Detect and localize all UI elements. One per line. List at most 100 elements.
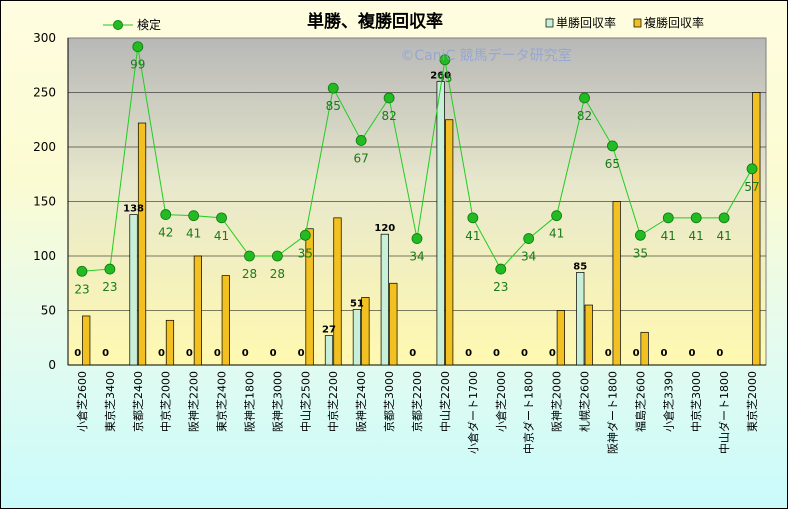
line-point-22 <box>690 212 702 224</box>
x-tick-label-23: 中山ダート1800 <box>717 371 731 454</box>
bar-win-label-0: 0 <box>74 348 81 359</box>
bar-win-label-4: 0 <box>186 348 193 359</box>
x-tick-label-24: 東京芝2000 <box>745 371 759 432</box>
bar-place-10 <box>361 297 370 366</box>
line-point-23 <box>718 212 730 224</box>
line-point-3 <box>160 209 172 220</box>
x-tick-label-10: 阪神芝2400 <box>354 371 368 432</box>
legend-place-label: 複勝回収率 <box>644 15 704 30</box>
bar-win-13 <box>436 81 445 366</box>
bar-win-label-7: 0 <box>270 348 277 359</box>
line-label-9: 85 <box>326 99 341 113</box>
chart-title: 単勝、複勝回収率 <box>307 11 443 32</box>
line-point-10 <box>355 135 367 146</box>
bar-place-19 <box>612 201 621 366</box>
line-label-7: 28 <box>270 267 285 281</box>
bars: 0 0 138 0 0 0 0 0 0 27 51 120 0 260 0 0 0 0 85 0 0 0 0 0 <box>74 71 761 366</box>
line-label-17: 41 <box>549 227 564 241</box>
bar-win-label-1: 0 <box>102 348 109 359</box>
bar-win-label-8: 0 <box>298 348 305 359</box>
line-point-9 <box>327 82 339 94</box>
x-tick-label-9: 中京芝2200 <box>326 371 340 432</box>
line-label-18: 82 <box>577 109 592 123</box>
line-point-2 <box>132 41 144 53</box>
bar-win-label-20: 0 <box>633 348 640 359</box>
line-label-1: 23 <box>102 280 117 294</box>
x-tick-label-17: 阪神芝2000 <box>550 371 564 432</box>
bar-place-5 <box>221 275 230 366</box>
bar-win-label-3: 0 <box>158 348 165 359</box>
line-label-4: 41 <box>186 227 201 241</box>
line-label-2: 99 <box>130 58 145 72</box>
bar-win-label-5: 0 <box>214 348 221 359</box>
line-label-12: 34 <box>409 250 424 264</box>
legend-win-label: 単勝回収率 <box>556 15 616 30</box>
y-axis: 0 50 100 150 200 250 300 <box>33 31 766 372</box>
bar-win-label-10: 51 <box>350 298 364 309</box>
line-label-15: 23 <box>493 280 508 294</box>
bar-place-18 <box>584 304 593 366</box>
line-label-5: 41 <box>214 229 229 243</box>
legend-line-marker <box>113 20 123 30</box>
line-point-4 <box>188 210 200 222</box>
line-point-12 <box>411 233 423 244</box>
line-label-8: 35 <box>298 246 313 260</box>
bar-win-label-13: 260 <box>430 71 451 82</box>
bar-win-label-18: 85 <box>573 261 587 272</box>
line-label-23: 41 <box>716 229 731 243</box>
bar-place-0 <box>82 315 91 366</box>
line-point-1 <box>104 263 116 275</box>
bar-win-label-14: 0 <box>465 348 472 359</box>
bar-win-label-17: 0 <box>549 348 556 359</box>
line-point-20 <box>634 229 646 241</box>
legend-place-swatch <box>633 18 642 28</box>
line-point-11 <box>383 92 395 104</box>
line-point-17 <box>551 210 562 222</box>
bar-win-label-19: 0 <box>605 348 612 359</box>
y-tick-label-1: 50 <box>41 304 56 318</box>
legend-win-swatch <box>545 18 554 28</box>
bar-place-11 <box>389 282 398 366</box>
line-point-8 <box>299 229 311 241</box>
y-tick-label-4: 200 <box>33 140 56 154</box>
watermark: ©CaniC 競馬データ研究室 <box>400 47 571 64</box>
line-label-6: 28 <box>242 267 257 281</box>
y-tick-label-5: 250 <box>33 86 56 100</box>
line-label-14: 41 <box>465 229 480 243</box>
bar-win-18 <box>576 272 585 366</box>
bar-place-9 <box>333 217 342 366</box>
line-point-15 <box>495 263 507 275</box>
x-tick-label-18: 札幌芝2600 <box>578 371 592 432</box>
gridlines <box>68 92 766 311</box>
bar-place-8 <box>305 228 314 366</box>
line-label-11: 82 <box>381 109 396 123</box>
x-tick-label-19: 阪神ダート1800 <box>605 371 619 454</box>
x-tick-label-7: 阪神芝3000 <box>270 371 284 432</box>
bar-win-label-16: 0 <box>521 348 528 359</box>
line-point-5 <box>216 212 227 224</box>
bar-win-label-11: 120 <box>374 223 395 234</box>
bar-win-label-21: 0 <box>661 348 668 359</box>
x-tick-label-6: 阪神芝1800 <box>242 371 256 432</box>
bar-place-17 <box>556 310 565 366</box>
x-tick-label-15: 小倉芝2000 <box>494 371 508 432</box>
legend-line-label: 検定 <box>137 17 161 32</box>
x-tick-label-22: 中京芝3000 <box>689 371 703 432</box>
bar-win-2 <box>129 214 138 366</box>
line-point-24 <box>746 163 758 175</box>
bar-win-9 <box>324 335 334 366</box>
y-tick-label-2: 100 <box>33 249 56 263</box>
y-tick-label-6: 300 <box>33 31 56 45</box>
line-label-20: 35 <box>633 246 648 260</box>
x-tick-label-13: 中山芝2200 <box>439 371 452 432</box>
y-tick-label-0: 0 <box>48 358 56 372</box>
x-tick-label-8: 中山芝2500 <box>299 371 312 432</box>
bar-win-label-23: 0 <box>716 348 723 359</box>
bar-win-label-6: 0 <box>242 348 249 359</box>
line-label-13: 95 <box>437 71 452 85</box>
x-tick-label-12: 京都芝2200 <box>410 371 424 432</box>
x-tick-label-21: 小倉芝3390 <box>661 371 675 432</box>
y-tick-label-3: 150 <box>33 195 56 209</box>
bar-place-20 <box>640 331 649 366</box>
